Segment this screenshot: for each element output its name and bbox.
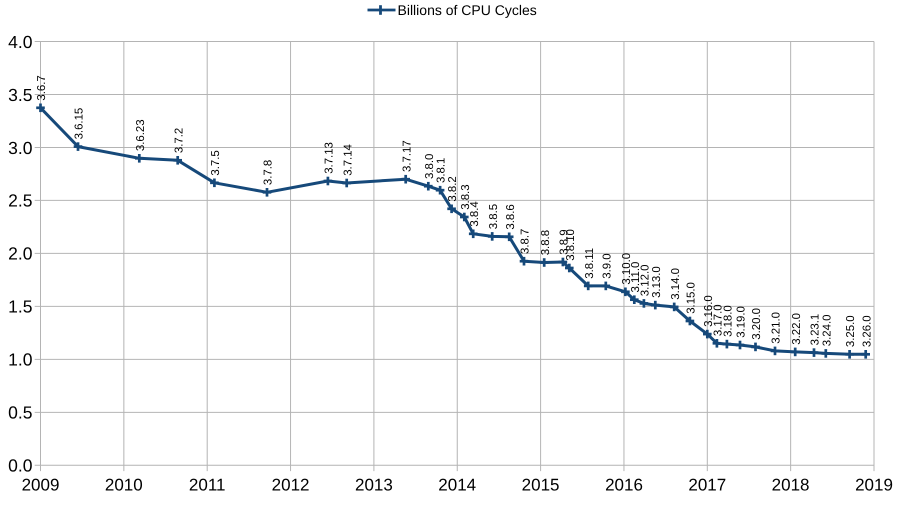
svg-text:2018: 2018 (772, 476, 810, 495)
svg-text:3.21.0: 3.21.0 (771, 312, 783, 344)
svg-text:3.19.0: 3.19.0 (736, 306, 748, 338)
svg-text:2010: 2010 (105, 476, 143, 495)
svg-text:3.5: 3.5 (8, 85, 32, 105)
svg-text:3.7.8: 3.7.8 (263, 160, 275, 185)
svg-text:2016: 2016 (605, 476, 643, 495)
svg-text:3.7.14: 3.7.14 (342, 144, 354, 176)
svg-text:0.0: 0.0 (8, 456, 33, 476)
svg-text:3.24.0: 3.24.0 (821, 315, 833, 347)
svg-text:3.8.2: 3.8.2 (447, 176, 459, 201)
svg-text:3.8.8: 3.8.8 (540, 230, 552, 255)
svg-text:3.8.0: 3.8.0 (424, 154, 436, 179)
svg-text:2011: 2011 (189, 476, 226, 495)
svg-text:2012: 2012 (272, 476, 310, 495)
svg-text:2015: 2015 (522, 476, 560, 495)
svg-text:2009: 2009 (22, 476, 60, 495)
svg-text:4.0: 4.0 (8, 32, 33, 52)
svg-text:3.26.0: 3.26.0 (861, 315, 873, 347)
svg-text:2019: 2019 (855, 476, 893, 495)
svg-text:3.7.2: 3.7.2 (173, 128, 185, 153)
svg-text:3.8.6: 3.8.6 (505, 204, 517, 229)
svg-text:Billions of CPU Cycles: Billions of CPU Cycles (398, 2, 537, 18)
svg-text:3.6.15: 3.6.15 (74, 108, 86, 140)
svg-text:3.7.5: 3.7.5 (210, 150, 222, 175)
svg-text:3.8.1: 3.8.1 (436, 158, 448, 183)
svg-text:2.5: 2.5 (8, 191, 32, 211)
svg-text:3.7.13: 3.7.13 (324, 142, 336, 174)
svg-text:2.0: 2.0 (8, 244, 33, 264)
svg-text:3.8.11: 3.8.11 (584, 248, 596, 279)
svg-text:3.6.23: 3.6.23 (135, 119, 147, 151)
svg-text:3.25.0: 3.25.0 (845, 315, 857, 347)
svg-text:3.16.0: 3.16.0 (703, 295, 715, 327)
svg-text:3.10.0: 3.10.0 (621, 253, 633, 285)
svg-text:3.22.0: 3.22.0 (791, 313, 803, 345)
svg-text:2017: 2017 (688, 476, 726, 495)
svg-text:1.5: 1.5 (8, 297, 32, 317)
svg-text:3.8.9: 3.8.9 (559, 229, 571, 254)
svg-text:3.0: 3.0 (8, 138, 33, 158)
svg-text:3.8.10: 3.8.10 (565, 229, 577, 261)
svg-text:3.13.0: 3.13.0 (651, 266, 663, 298)
svg-text:3.8.5: 3.8.5 (488, 204, 500, 229)
svg-text:3.15.0: 3.15.0 (686, 282, 698, 314)
svg-text:3.8.3: 3.8.3 (460, 184, 472, 209)
svg-text:3.11.0: 3.11.0 (630, 262, 642, 293)
svg-text:3.9.0: 3.9.0 (601, 253, 613, 278)
svg-text:3.8.7: 3.8.7 (520, 229, 532, 254)
svg-text:2014: 2014 (438, 476, 476, 495)
svg-text:3.6.7: 3.6.7 (36, 75, 48, 100)
svg-text:3.23.1: 3.23.1 (810, 314, 822, 346)
svg-text:3.7.17: 3.7.17 (401, 140, 413, 172)
svg-text:1.0: 1.0 (8, 350, 33, 370)
svg-text:3.20.0: 3.20.0 (751, 308, 763, 340)
svg-text:3.8.4: 3.8.4 (469, 201, 481, 226)
svg-text:3.17.0: 3.17.0 (713, 304, 725, 336)
svg-text:0.5: 0.5 (8, 403, 32, 423)
svg-text:3.12.0: 3.12.0 (640, 265, 652, 297)
svg-text:3.18.0: 3.18.0 (723, 305, 735, 337)
svg-text:2013: 2013 (355, 476, 393, 495)
svg-text:3.14.0: 3.14.0 (670, 268, 682, 300)
